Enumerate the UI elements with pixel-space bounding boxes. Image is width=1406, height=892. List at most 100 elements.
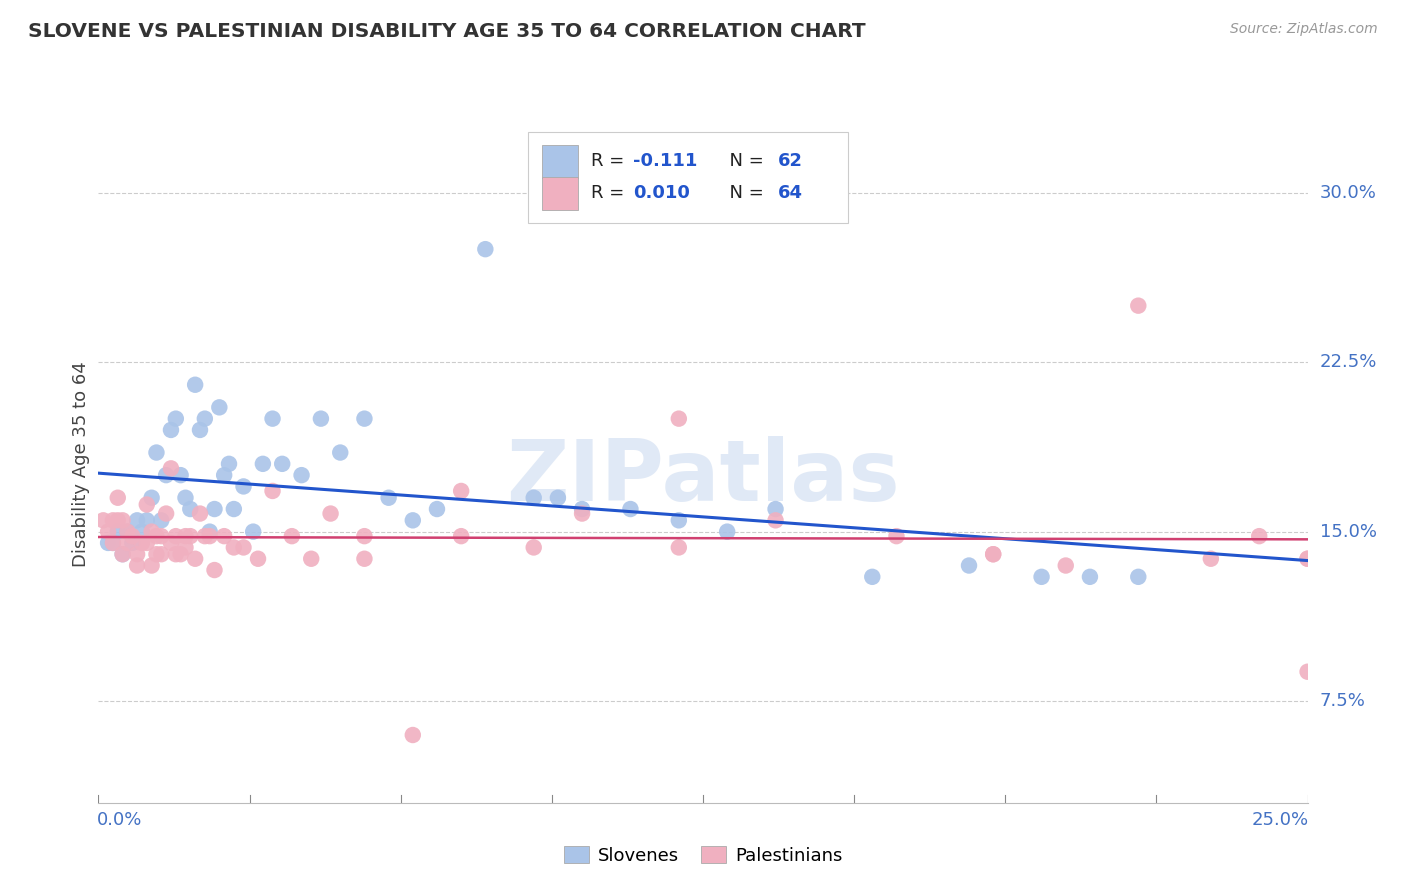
Point	[208, 401, 231, 415]
Point	[668, 513, 690, 527]
Point	[212, 468, 235, 483]
Point	[222, 541, 245, 555]
Point	[619, 502, 641, 516]
Point	[450, 529, 472, 543]
Point	[174, 491, 197, 505]
Point	[523, 491, 546, 505]
Text: 0.010: 0.010	[633, 185, 690, 202]
Point	[160, 423, 183, 437]
Point	[174, 529, 197, 543]
FancyBboxPatch shape	[543, 145, 578, 178]
Point	[1078, 570, 1101, 584]
Point	[121, 529, 143, 543]
Point	[127, 558, 149, 573]
Point	[547, 491, 569, 505]
Point	[91, 513, 114, 527]
Point	[145, 445, 167, 459]
Text: ZIPatlas: ZIPatlas	[506, 436, 900, 519]
Point	[668, 411, 690, 425]
Text: 64: 64	[778, 185, 803, 202]
Point	[716, 524, 738, 539]
Point	[179, 529, 201, 543]
FancyBboxPatch shape	[527, 132, 848, 223]
Point	[184, 551, 207, 566]
Point	[1296, 665, 1319, 679]
Point	[212, 529, 235, 543]
Point	[232, 479, 254, 493]
Point	[353, 411, 375, 425]
Point	[981, 547, 1004, 561]
Point	[299, 551, 322, 566]
Text: Source: ZipAtlas.com: Source: ZipAtlas.com	[1230, 22, 1378, 37]
Point	[474, 242, 496, 256]
Point	[290, 468, 312, 483]
Point	[101, 513, 124, 527]
Point	[1296, 551, 1319, 566]
Point	[117, 524, 139, 539]
Point	[127, 513, 149, 527]
Point	[450, 483, 472, 498]
Point	[1128, 299, 1150, 313]
Point	[252, 457, 274, 471]
Point	[141, 524, 163, 539]
Point	[111, 547, 134, 561]
Point	[1249, 529, 1271, 543]
Point	[145, 547, 167, 561]
Point	[668, 541, 690, 555]
Text: SLOVENE VS PALESTINIAN DISABILITY AGE 35 TO 64 CORRELATION CHART: SLOVENE VS PALESTINIAN DISABILITY AGE 35…	[28, 22, 866, 41]
Point	[765, 502, 787, 516]
Point	[1054, 558, 1077, 573]
Point	[377, 491, 399, 505]
Point	[329, 445, 352, 459]
Point	[155, 507, 177, 521]
Text: R =: R =	[591, 185, 630, 202]
Point	[101, 536, 124, 550]
Point	[1128, 570, 1150, 584]
Text: 7.5%: 7.5%	[1320, 692, 1365, 710]
Point	[1199, 551, 1222, 566]
Point	[319, 507, 342, 521]
Point	[174, 541, 197, 555]
Point	[402, 728, 425, 742]
Point	[188, 423, 211, 437]
Point	[262, 483, 284, 498]
Point	[150, 513, 173, 527]
Text: -0.111: -0.111	[633, 153, 697, 170]
Text: 30.0%: 30.0%	[1320, 184, 1376, 202]
Point	[426, 502, 449, 516]
Point	[523, 541, 546, 555]
Point	[353, 529, 375, 543]
Point	[247, 551, 270, 566]
Legend: Slovenes, Palestinians: Slovenes, Palestinians	[557, 838, 849, 871]
Text: N =: N =	[717, 153, 769, 170]
Point	[179, 502, 201, 516]
Text: 22.5%: 22.5%	[1320, 353, 1376, 371]
FancyBboxPatch shape	[543, 178, 578, 210]
Text: 25.0%: 25.0%	[1251, 811, 1309, 829]
Point	[1031, 570, 1053, 584]
Point	[271, 457, 294, 471]
Point	[135, 498, 157, 512]
Point	[222, 502, 245, 516]
Point	[232, 541, 254, 555]
Point	[1296, 551, 1319, 566]
Point	[150, 547, 173, 561]
Text: 62: 62	[778, 153, 803, 170]
Point	[107, 524, 129, 539]
Point	[150, 529, 173, 543]
Point	[127, 547, 149, 561]
Point	[155, 468, 177, 483]
Point	[117, 524, 139, 539]
Point	[262, 411, 284, 425]
Point	[402, 513, 425, 527]
Point	[957, 558, 980, 573]
Point	[107, 513, 129, 527]
Point	[198, 524, 221, 539]
Point	[194, 529, 217, 543]
Point	[97, 524, 120, 539]
Point	[97, 536, 120, 550]
Point	[131, 536, 153, 550]
Point	[169, 547, 191, 561]
Point	[765, 513, 787, 527]
Point	[165, 411, 187, 425]
